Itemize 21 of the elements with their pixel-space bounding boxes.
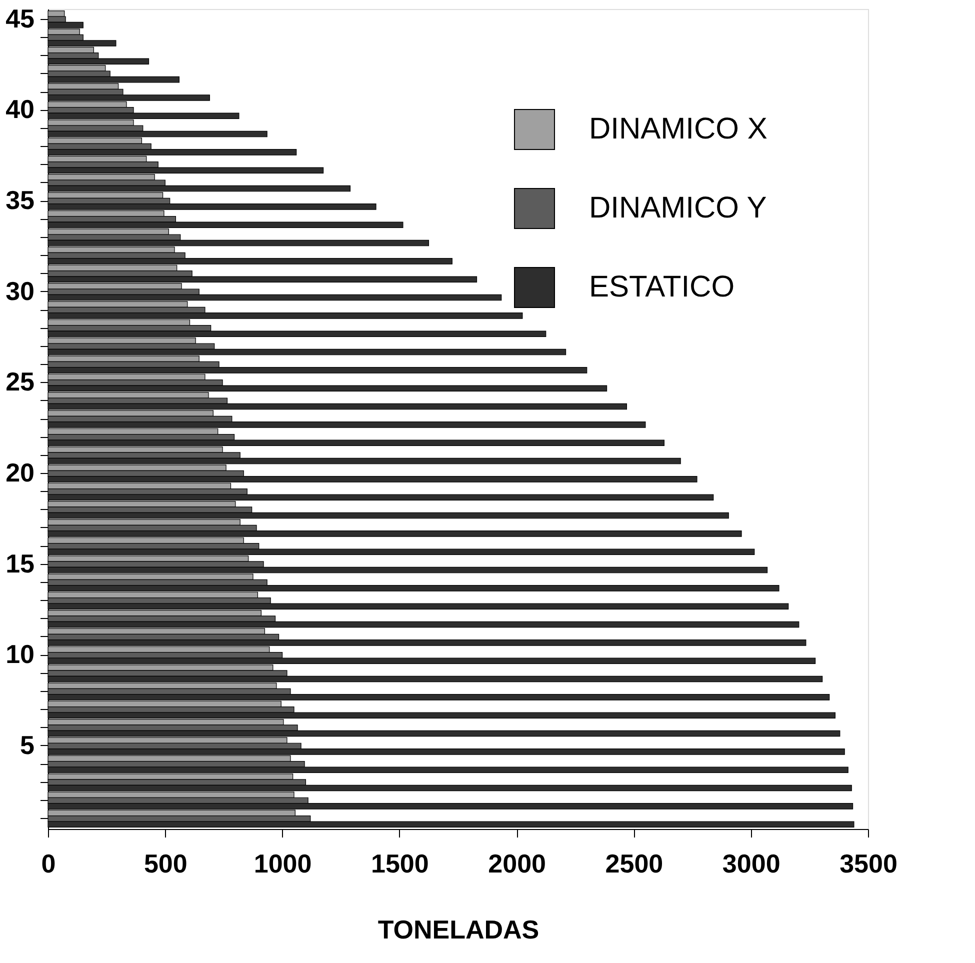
y-tick-label: 20 [6, 457, 34, 488]
legend-label: ESTATICO [589, 270, 735, 304]
y-tick-label: 10 [6, 639, 34, 670]
x-tick-label: 0 [41, 848, 56, 878]
y-tick-label: 30 [6, 276, 34, 306]
legend-label: DINAMICO Y [589, 192, 767, 224]
y-tick-label: 45 [6, 3, 34, 34]
x-tick-label: 2000 [488, 848, 546, 878]
y-tick-label: 25 [6, 366, 34, 397]
x-tick-label: 500 [144, 848, 188, 878]
y-tick-label: 35 [6, 185, 34, 216]
x-tick-label: 2500 [605, 848, 664, 878]
x-tick-label: 1000 [254, 848, 312, 878]
x-tick-label: 3000 [722, 848, 780, 878]
y-tick-label: 5 [20, 730, 34, 760]
x-tick-label: 1500 [371, 848, 429, 878]
x-tick-label: 3500 [840, 848, 898, 878]
y-tick-label: 40 [6, 94, 34, 124]
y-tick-label: 15 [6, 548, 34, 578]
legend-label: DINAMICO X [589, 112, 768, 146]
x-axis-title: TONELADAS [378, 914, 540, 944]
